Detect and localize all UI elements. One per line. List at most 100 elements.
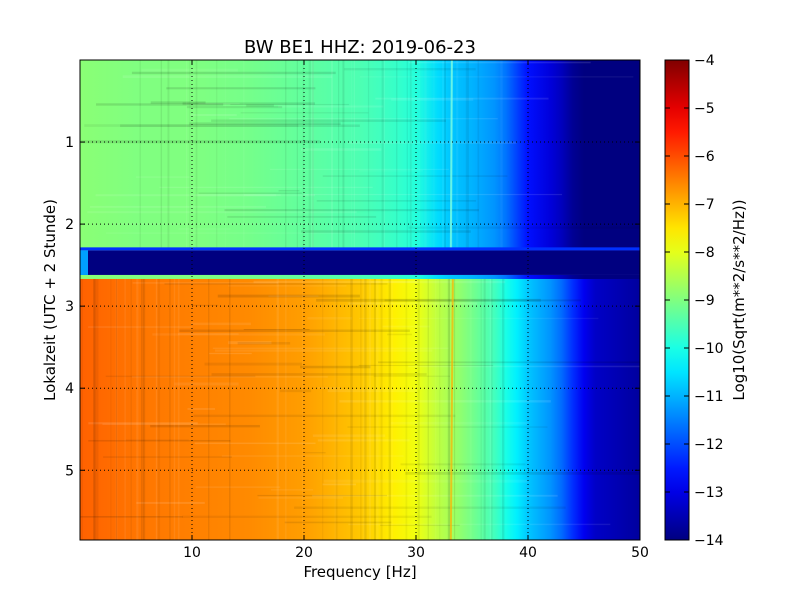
colorbar-ticks: −4 −5 −6 −7 −8 −9 −10 −11 −12 −13 −14 <box>665 53 724 549</box>
texture-striation <box>189 60 191 249</box>
texture-streak <box>327 389 418 393</box>
texture-streak <box>224 209 479 212</box>
texture-striation <box>360 277 362 540</box>
texture-striation <box>380 277 383 540</box>
texture-striation <box>243 60 245 249</box>
texture-streak <box>178 333 239 335</box>
spectral-line-lower <box>449 277 454 540</box>
texture-striation <box>405 277 408 540</box>
x-tick-label: 30 <box>407 545 425 561</box>
texture-streak <box>312 434 386 437</box>
colorbar-tick-label: −5 <box>694 101 715 117</box>
texture-striation <box>382 60 384 249</box>
texture-striation <box>381 60 383 249</box>
texture-striation <box>308 60 311 249</box>
texture-striation <box>489 277 492 540</box>
grid <box>80 60 640 540</box>
texture-streak <box>270 168 449 171</box>
texture-streak <box>136 501 205 504</box>
texture-striation <box>195 60 198 249</box>
colorbar-tick-label: −7 <box>694 197 715 213</box>
texture-streak <box>375 97 549 100</box>
x-axis: 10 20 30 40 50 <box>183 60 649 561</box>
colorbar-tick-label: −10 <box>694 341 724 357</box>
texture-striation <box>465 60 467 249</box>
y-tick-label: 4 <box>65 381 74 397</box>
texture-striation <box>454 277 456 540</box>
texture-striation <box>396 60 398 249</box>
texture-streak <box>323 479 528 483</box>
texture-streak <box>87 211 357 214</box>
plot-area <box>80 60 640 540</box>
texture-striation <box>229 277 231 540</box>
texture-streak <box>198 102 240 105</box>
texture-streak <box>103 456 233 458</box>
texture-streak <box>244 194 281 196</box>
heatmap-segment <box>80 250 640 275</box>
texture-striation <box>322 277 324 540</box>
texture-striation <box>409 60 412 249</box>
texture-streak <box>408 226 640 229</box>
x-axis-label: Frequency [Hz] <box>303 563 416 581</box>
texture-streak <box>96 103 224 106</box>
texture-streak <box>279 389 312 393</box>
gap-edge-upper <box>80 247 640 251</box>
texture-streak <box>278 105 384 108</box>
texture-striation <box>477 60 480 249</box>
texture-striation <box>501 277 505 540</box>
texture-streak <box>150 101 206 104</box>
texture-streak <box>125 439 189 441</box>
texture-striation <box>285 277 287 540</box>
gap-edge-lower <box>80 274 640 279</box>
texture-streak <box>384 299 581 302</box>
x-tick-label: 50 <box>631 545 649 561</box>
texture-striation <box>383 60 385 249</box>
x-tick-label: 10 <box>183 545 201 561</box>
texture-striation <box>342 60 345 249</box>
texture-streak <box>166 87 316 90</box>
texture-streak <box>228 341 272 345</box>
texture-striation <box>439 277 441 540</box>
texture-streak <box>317 439 410 442</box>
texture-striation <box>373 277 377 540</box>
texture-streak <box>243 60 383 62</box>
texture-striation <box>447 277 450 540</box>
texture-striation <box>124 277 126 540</box>
texture-streak <box>359 317 599 320</box>
texture-streak <box>214 349 433 352</box>
texture-striation <box>434 277 437 540</box>
y-tick-label: 1 <box>65 135 74 151</box>
texture-streak <box>135 176 195 178</box>
texture-striation <box>140 277 143 540</box>
texture-streak <box>179 329 410 332</box>
texture-striation <box>388 277 392 540</box>
texture-streak <box>132 282 279 284</box>
texture-streak <box>303 193 563 196</box>
texture-streak <box>159 186 373 189</box>
texture-striation <box>167 60 170 249</box>
texture-streak <box>322 175 508 178</box>
texture-streak <box>304 451 326 454</box>
texture-streak <box>191 322 251 326</box>
texture-streak <box>164 283 388 285</box>
texture-streak <box>322 483 356 486</box>
texture-streak <box>307 317 353 320</box>
texture-streak <box>246 104 274 107</box>
texture-streak <box>347 141 517 144</box>
texture-streak <box>178 228 231 230</box>
texture-streak <box>152 333 325 336</box>
texture-streak <box>300 148 382 151</box>
y-tick-label: 5 <box>65 463 74 479</box>
texture-striation <box>390 277 394 540</box>
texture-striation <box>224 60 226 249</box>
texture-streak <box>284 521 392 524</box>
texture-striation <box>115 277 118 540</box>
texture-streak <box>312 494 558 497</box>
texture-streak <box>89 205 267 208</box>
x-tick-label: 40 <box>519 545 537 561</box>
texture-streak <box>386 333 412 336</box>
texture-striation <box>110 277 112 540</box>
texture-streak <box>190 114 237 116</box>
texture-striation <box>115 277 117 540</box>
